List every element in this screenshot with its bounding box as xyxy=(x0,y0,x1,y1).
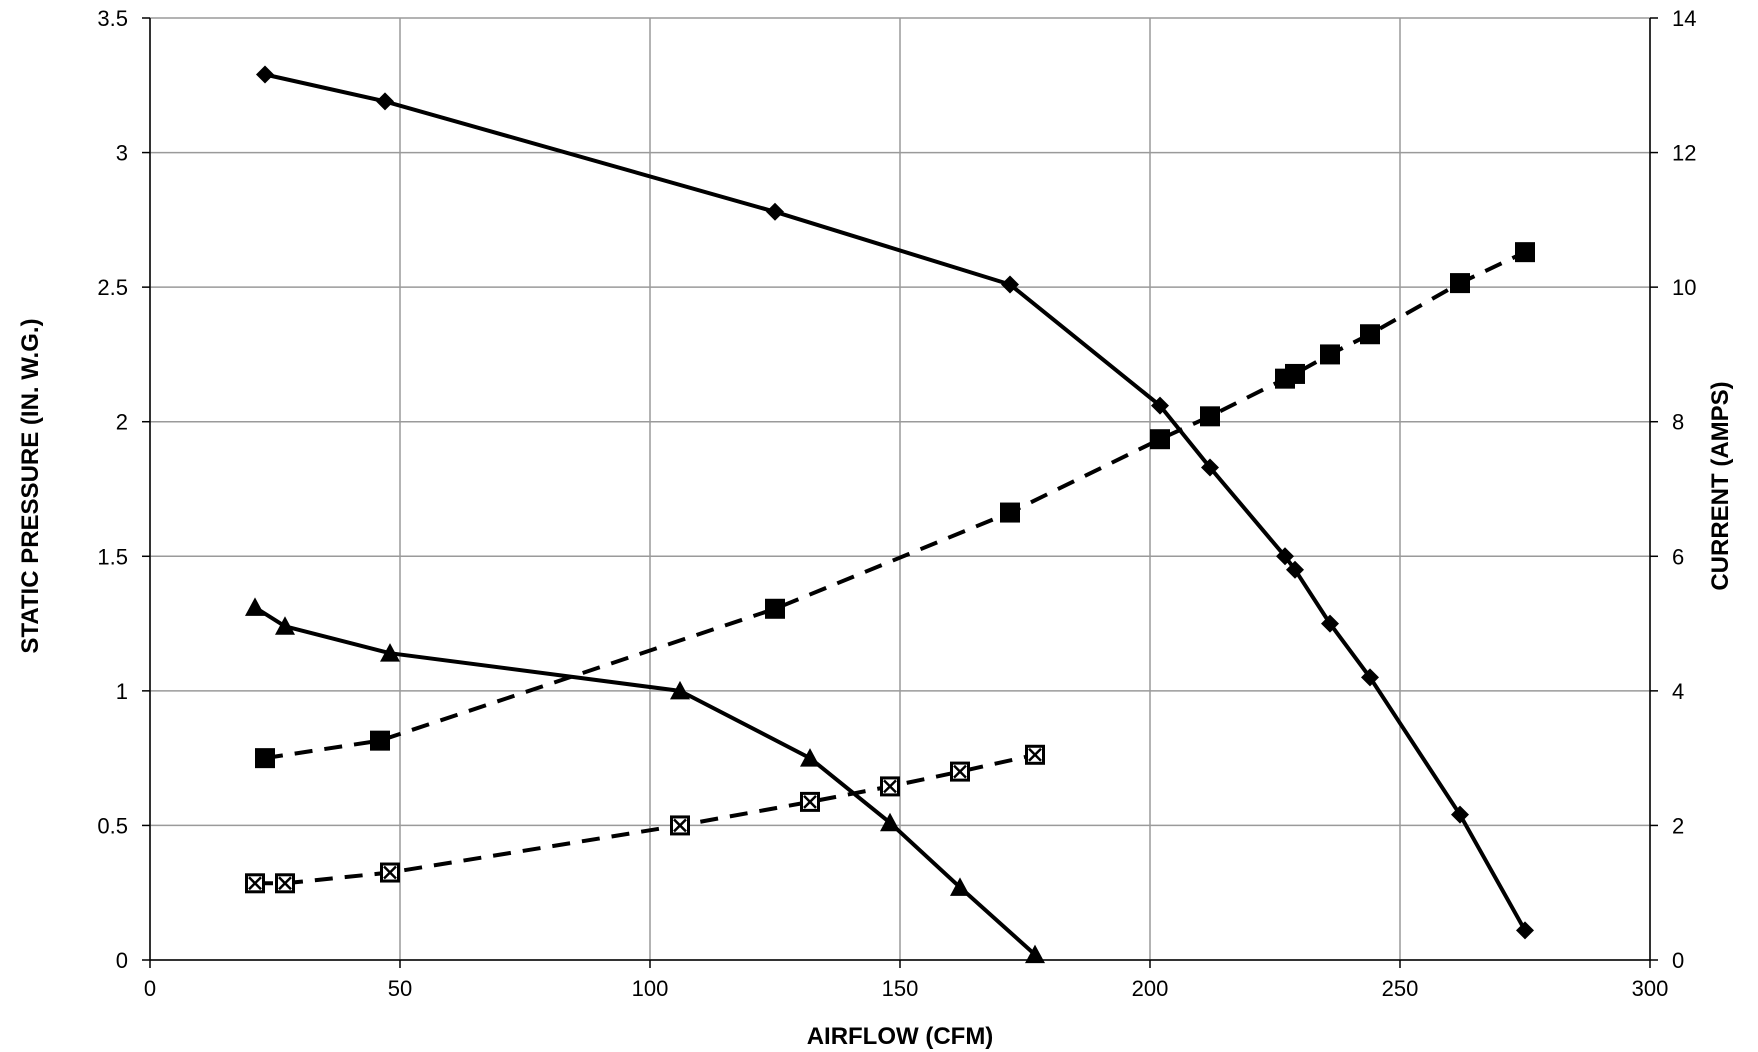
data-point-diamond xyxy=(1201,458,1219,477)
data-point-diamond xyxy=(1286,560,1304,579)
data-point-triangle xyxy=(800,748,820,767)
y-tick-label: 3.5 xyxy=(97,6,128,31)
data-point-boxed-x xyxy=(245,873,265,894)
data-point-boxed-x xyxy=(1025,744,1045,765)
y-tick-label: 0.5 xyxy=(97,813,128,838)
x-axis-title: AIRFLOW (CFM) xyxy=(807,1023,994,1050)
x-tick-label: 100 xyxy=(632,976,669,1001)
data-point-boxed-x xyxy=(800,791,820,812)
data-point-square xyxy=(1515,242,1535,263)
x-tick-label: 250 xyxy=(1382,976,1419,1001)
data-point-boxed-x xyxy=(275,873,295,894)
axes xyxy=(142,17,1658,968)
x-tick-label: 300 xyxy=(1632,976,1669,1001)
data-point-square xyxy=(370,730,390,751)
gridlines xyxy=(149,17,1651,961)
x-tick-label: 150 xyxy=(882,976,919,1001)
data-point-diamond xyxy=(766,202,784,221)
y-tick-label: 1.5 xyxy=(97,544,128,569)
data-point-boxed-x xyxy=(950,761,970,782)
series-2 xyxy=(245,597,1045,964)
data-point-triangle xyxy=(380,643,400,662)
series-line xyxy=(255,752,1036,886)
y-tick-labels: 0 0.5 1 1.5 2 2.5 3 3.5 xyxy=(97,6,128,973)
data-point-diamond xyxy=(256,65,274,84)
y-tick-label: 3 xyxy=(116,141,128,166)
y2-axis-title: CURRENT (AMPS) xyxy=(1707,381,1734,590)
series-line xyxy=(264,250,1526,761)
data-point-square xyxy=(1450,273,1470,294)
data-point-triangle xyxy=(275,616,295,635)
y2-tick-labels: 0 2 4 6 8 10 12 14 xyxy=(1672,6,1696,973)
data-point-diamond xyxy=(1001,275,1019,294)
data-point-diamond xyxy=(1516,921,1534,940)
y2-tick-label: 8 xyxy=(1672,410,1684,435)
y-axis-title: STATIC PRESSURE (IN. W.G.) xyxy=(17,318,44,653)
data-point-square xyxy=(1150,429,1170,450)
data-point-square xyxy=(1360,324,1380,345)
data-point-diamond xyxy=(376,92,394,111)
data-point-square xyxy=(1285,363,1305,384)
data-point-boxed-x xyxy=(380,862,400,883)
series-group xyxy=(245,65,1535,964)
x-tick-label: 200 xyxy=(1132,976,1169,1001)
data-point-diamond xyxy=(1321,614,1339,633)
y2-tick-label: 14 xyxy=(1672,6,1696,31)
data-point-boxed-x xyxy=(880,776,900,797)
data-point-diamond xyxy=(1451,805,1469,824)
data-point-triangle xyxy=(670,680,690,700)
y2-tick-label: 4 xyxy=(1672,679,1684,704)
y2-tick-label: 0 xyxy=(1672,948,1684,973)
x-tick-label: 50 xyxy=(388,976,412,1001)
y2-tick-label: 6 xyxy=(1672,544,1684,569)
y-tick-label: 2.5 xyxy=(97,275,128,300)
y2-tick-label: 2 xyxy=(1672,813,1684,838)
data-point-square xyxy=(1000,502,1020,523)
data-point-square xyxy=(255,748,275,769)
y2-tick-label: 10 xyxy=(1672,275,1696,300)
data-point-triangle xyxy=(1025,944,1045,964)
series-line xyxy=(264,72,1527,932)
y2-tick-label: 12 xyxy=(1672,141,1696,166)
data-point-triangle xyxy=(880,812,900,832)
series-line xyxy=(253,605,1037,957)
data-point-diamond xyxy=(1361,668,1379,687)
data-point-square xyxy=(1320,344,1340,365)
series-3 xyxy=(255,242,1535,769)
y-tick-label: 0 xyxy=(116,948,128,973)
data-point-triangle xyxy=(245,597,265,616)
data-point-triangle xyxy=(950,877,970,896)
data-point-square xyxy=(1200,406,1220,427)
y-tick-label: 2 xyxy=(116,410,128,435)
data-point-diamond xyxy=(1151,396,1169,415)
series-1 xyxy=(256,65,1534,940)
data-point-diamond xyxy=(1276,547,1294,566)
series-4 xyxy=(245,744,1045,894)
x-tick-labels: 0 50 100 150 200 250 300 xyxy=(144,976,1668,1001)
data-point-boxed-x xyxy=(670,815,690,836)
y-tick-label: 1 xyxy=(116,679,128,704)
x-tick-label: 0 xyxy=(144,976,156,1001)
data-point-square xyxy=(765,598,785,619)
